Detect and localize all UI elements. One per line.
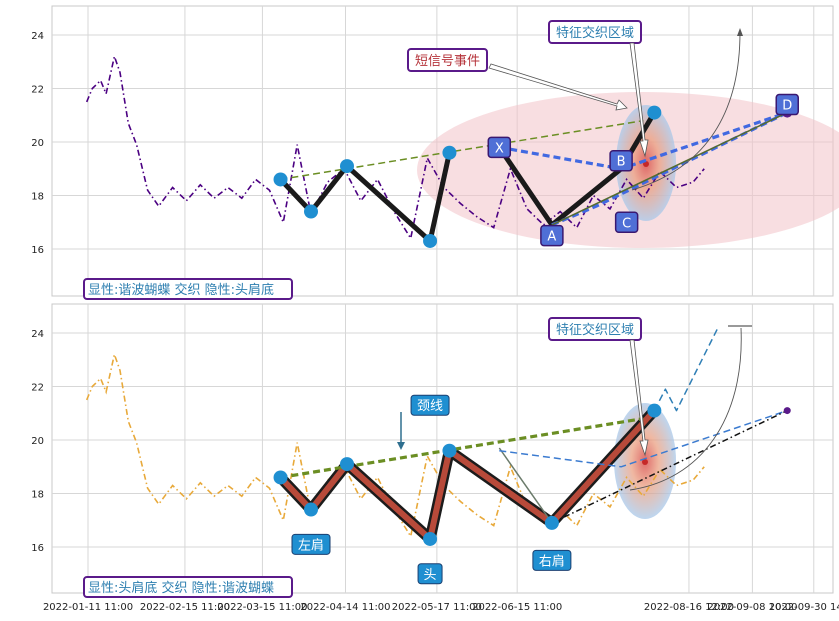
pattern-line	[497, 111, 657, 228]
x-tick-label: 2022-05-17 11:00	[392, 602, 482, 613]
pattern-line	[551, 409, 788, 524]
short-signal-annotation: 短信号事件	[415, 54, 480, 69]
legend-text: 显性:头肩底 交织 隐性:谐波蝴蝶	[88, 580, 274, 596]
harmonic-label: C	[622, 216, 631, 231]
pattern-point	[273, 172, 288, 187]
feature-zone-arrow	[629, 339, 649, 457]
harmonic-label-box	[540, 224, 564, 247]
pattern-line	[499, 409, 788, 468]
harmonic-label: A	[547, 230, 556, 245]
harmonic-label-box	[614, 211, 639, 233]
pattern-point	[339, 457, 354, 472]
harmonic-label-box	[609, 149, 633, 172]
harmonic-label-box	[775, 93, 799, 116]
hs-label-box	[532, 549, 572, 571]
x-tick-label: 2022-06-15 11:00	[472, 602, 562, 613]
x-tick-label: 2022-03-15 11:00	[217, 602, 307, 613]
y-tick-label: 20	[31, 436, 44, 447]
pattern-point	[442, 443, 457, 458]
y-tick-label: 22	[31, 85, 44, 96]
pattern-point	[647, 105, 662, 120]
neckline-arrow-head	[397, 442, 405, 450]
end-marker	[783, 407, 791, 415]
curved-arrow	[629, 327, 742, 491]
x-tick-label: 2022-02-15 11:00	[140, 602, 230, 613]
feature-zone-center	[642, 459, 648, 465]
harmonic-label-box	[487, 136, 512, 159]
feature-zone-annotation-box	[548, 20, 642, 44]
y-tick-label: 16	[31, 245, 44, 256]
feature-zone-annotation: 特征交织区域	[556, 25, 634, 41]
feature-zone-annotation: 特征交织区域	[556, 322, 634, 338]
y-tick-label: 18	[31, 490, 44, 501]
curved-arrow	[631, 31, 741, 191]
pattern-point	[647, 403, 662, 418]
pattern-line	[551, 111, 788, 226]
x-tick-label: 2022-09-30 14:00	[769, 602, 839, 613]
pattern-point	[339, 159, 354, 174]
hs-label-box	[291, 533, 331, 555]
legend-box	[83, 278, 293, 300]
hs-label: 右肩	[539, 553, 565, 569]
pattern-point	[304, 502, 319, 517]
pattern-point	[442, 145, 457, 160]
y-tick-label: 18	[31, 192, 44, 203]
pattern-point	[273, 470, 288, 485]
hs-label: 左肩	[298, 537, 324, 553]
legend-text: 显性:谐波蝴蝶 交织 隐性:头肩底	[88, 282, 274, 298]
y-tick-label: 24	[31, 329, 44, 340]
short-signal-arrow	[488, 63, 628, 111]
harmonic-label: B	[617, 155, 626, 170]
harmonic-label: D	[782, 99, 792, 114]
hs-label: 颈线	[417, 399, 443, 414]
x-tick-label: 2022-01-11 11:00	[43, 602, 133, 613]
pattern-point	[304, 204, 319, 219]
pattern-line	[498, 447, 553, 524]
pattern-point	[544, 515, 559, 530]
pattern-point	[423, 531, 438, 546]
pattern-point	[423, 233, 438, 248]
hs-label-box	[417, 563, 443, 585]
curved-arrow-head	[737, 28, 743, 36]
hs-label-box	[410, 394, 450, 416]
y-tick-label: 22	[31, 383, 44, 394]
feature-zone-annotation-box	[548, 317, 642, 341]
x-tick-label: 2022-09-08 10:00	[707, 602, 797, 613]
feature-zone-arrow	[629, 42, 649, 158]
plot-area-bottom	[51, 303, 834, 594]
x-tick-label: 2022-08-16 12:00	[644, 602, 734, 613]
legend-box	[83, 576, 293, 598]
y-tick-label: 24	[31, 31, 44, 42]
hs-label: 头	[424, 568, 437, 583]
y-tick-label: 16	[31, 543, 44, 554]
short-signal-annotation-box	[407, 48, 488, 72]
harmonic-label: X	[495, 141, 504, 156]
y-tick-label: 20	[31, 138, 44, 149]
pattern-line	[653, 327, 719, 412]
x-tick-label: 2022-04-14 11:00	[300, 602, 390, 613]
